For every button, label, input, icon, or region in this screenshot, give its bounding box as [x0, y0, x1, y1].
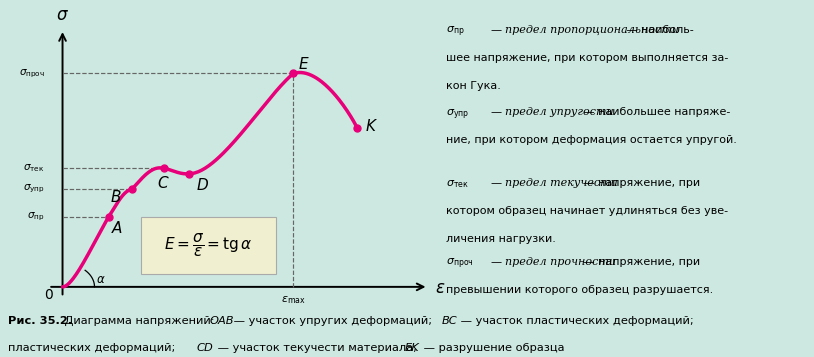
Text: — наибольшее напряже-: — наибольшее напряже- — [580, 107, 731, 117]
Text: предел прочности: предел прочности — [505, 257, 615, 267]
Text: предел упругости: предел упругости — [505, 107, 613, 117]
Text: $\sigma_{\mathsf{проч}}$: $\sigma_{\mathsf{проч}}$ — [19, 67, 45, 80]
Text: Диаграмма напряжений:: Диаграмма напряжений: — [61, 316, 218, 326]
Text: OAB: OAB — [209, 316, 234, 326]
Text: —: — — [491, 178, 502, 188]
Text: шее напряжение, при котором выполняется за-: шее напряжение, при котором выполняется … — [446, 53, 729, 63]
Text: —: — — [491, 257, 502, 267]
Text: предел пропорциональности: предел пропорциональности — [505, 25, 679, 35]
Text: — наиболь-: — наиболь- — [623, 25, 694, 35]
Text: —: — — [491, 25, 502, 35]
Text: $\mathit{C}$: $\mathit{C}$ — [157, 175, 170, 191]
Text: $\varepsilon_{\mathsf{max}}$: $\varepsilon_{\mathsf{max}}$ — [281, 295, 306, 306]
Text: — напряжение, при: — напряжение, при — [580, 178, 700, 188]
Text: —: — — [491, 107, 502, 117]
Text: $\sigma_{\mathsf{тек}}$: $\sigma_{\mathsf{тек}}$ — [446, 178, 469, 190]
Text: $\sigma_{\mathsf{упр}}$: $\sigma_{\mathsf{упр}}$ — [446, 107, 470, 121]
Text: $\varepsilon$: $\varepsilon$ — [435, 279, 446, 297]
Text: — участок текучести материала;: — участок текучести материала; — [214, 343, 421, 353]
Text: предел текучести: предел текучести — [505, 178, 618, 188]
Text: — напряжение, при: — напряжение, при — [580, 257, 700, 267]
Text: $\sigma$: $\sigma$ — [56, 6, 69, 24]
FancyBboxPatch shape — [141, 217, 276, 274]
Text: ние, при котором деформация остается упругой.: ние, при котором деформация остается упр… — [446, 135, 737, 145]
Text: $\mathit{B}$: $\mathit{B}$ — [110, 189, 121, 205]
Text: личения нагрузки.: личения нагрузки. — [446, 234, 556, 244]
Text: превышении которого образец разрушается.: превышении которого образец разрушается. — [446, 285, 713, 295]
Text: $\sigma_{\mathsf{пр}}$: $\sigma_{\mathsf{пр}}$ — [27, 210, 45, 223]
Text: BC: BC — [442, 316, 457, 326]
Text: 0: 0 — [44, 288, 53, 302]
Text: пластических деформаций;: пластических деформаций; — [8, 343, 176, 353]
Text: EK: EK — [405, 343, 419, 353]
Text: $E = \dfrac{\sigma}{\varepsilon} = \mathrm{tg}\,\alpha$: $E = \dfrac{\sigma}{\varepsilon} = \math… — [164, 232, 252, 258]
Text: $\mathit{K}$: $\mathit{K}$ — [365, 117, 378, 134]
Text: котором образец начинает удлиняться без уве-: котором образец начинает удлиняться без … — [446, 206, 729, 216]
Text: $\mathit{D}$: $\mathit{D}$ — [196, 177, 209, 193]
Text: $\sigma_{\mathsf{упр}}$: $\sigma_{\mathsf{упр}}$ — [23, 183, 45, 196]
Text: $\mathit{E}$: $\mathit{E}$ — [298, 56, 310, 72]
Text: — разрушение образца: — разрушение образца — [420, 343, 565, 353]
Text: $\mathit{A}$: $\mathit{A}$ — [112, 220, 124, 236]
Text: $\sigma_{\mathsf{тек}}$: $\sigma_{\mathsf{тек}}$ — [24, 162, 45, 174]
Text: $\sigma_{\mathsf{проч}}$: $\sigma_{\mathsf{проч}}$ — [446, 257, 474, 271]
Text: — участок пластических деформаций;: — участок пластических деформаций; — [457, 316, 698, 326]
Text: $\alpha$: $\alpha$ — [96, 272, 106, 286]
Text: — участок упругих деформаций;: — участок упругих деформаций; — [230, 316, 436, 326]
Text: Рис. 35.2.: Рис. 35.2. — [8, 316, 72, 326]
Text: CD: CD — [197, 343, 214, 353]
Text: $\sigma_{\mathsf{пр}}$: $\sigma_{\mathsf{пр}}$ — [446, 25, 465, 39]
Text: кон Гука.: кон Гука. — [446, 81, 501, 91]
